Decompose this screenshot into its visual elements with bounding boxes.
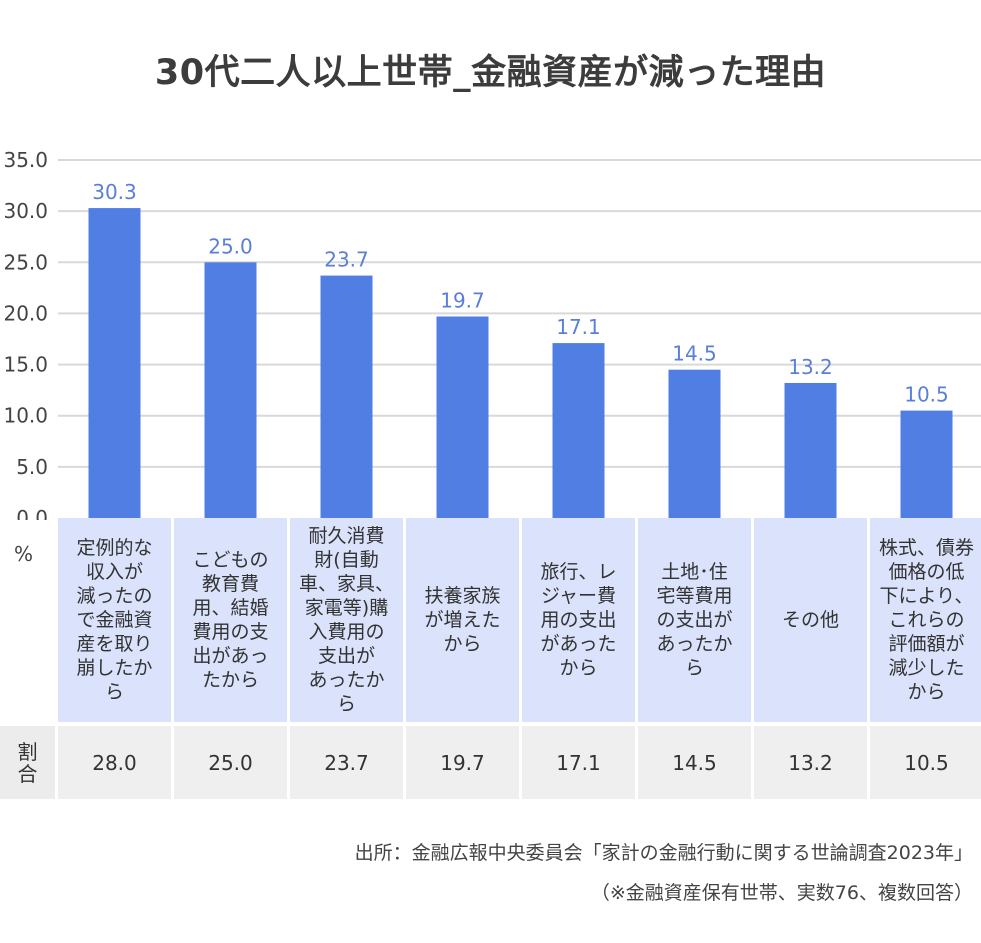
y-tick-label: 20.0 xyxy=(3,301,48,325)
category-label: 旅行、レ ジャー費 用の支出 があった から xyxy=(522,518,635,722)
bar xyxy=(204,262,257,518)
source-note: 出所：金融広報中央委員会「家計の金融行動に関する世論調査2023年」 xyxy=(354,842,973,864)
ratio-cell: 19.7 xyxy=(406,726,519,799)
category-label: こどもの 教育費 用、結婚 費用の支 出があっ たから xyxy=(174,518,287,722)
y-axis-unit: % xyxy=(14,542,34,566)
bar-value-label: 23.7 xyxy=(324,248,369,272)
bar xyxy=(320,275,373,518)
bar-value-label: 10.5 xyxy=(904,383,949,407)
chart-title: 30代二人以上世帯_金融資産が減った理由 xyxy=(154,53,827,93)
y-tick-label: 35.0 xyxy=(3,148,48,172)
category-label: その他 xyxy=(754,518,867,722)
y-tick-label: 5.0 xyxy=(16,455,48,479)
bar xyxy=(88,208,141,518)
y-tick-label: 0.0 xyxy=(16,506,48,520)
ratio-cell: 28.0 xyxy=(58,726,171,799)
ratio-cell: 23.7 xyxy=(290,726,403,799)
y-tick-label: 10.0 xyxy=(3,404,48,428)
category-label: 定例的な 収入が 減ったの で金融資 産を取り 崩したか ら xyxy=(58,518,171,722)
category-label: 耐久消費 財(自動 車、家具、 家電等)購 入費用の 支出が あったか ら xyxy=(290,518,403,722)
category-label-row: 定例的な 収入が 減ったの で金融資 産を取り 崩したか らこどもの 教育費 用… xyxy=(58,518,981,722)
bar-value-label: 19.7 xyxy=(440,288,485,312)
bar xyxy=(900,410,953,518)
bar-value-label: 13.2 xyxy=(788,355,833,379)
bar-chart: 0.0 5.0 10.0 15.0 20.0 25.0 30.0 35.0 30.3 25.0 2… xyxy=(3,148,981,520)
ratio-cell: 17.1 xyxy=(522,726,635,799)
y-tick-label: 15.0 xyxy=(3,353,48,377)
category-label: 株式、債券 価格の低 下により、 これらの 評価額が 減少した から xyxy=(870,518,981,722)
ratio-cells: 28.0 25.0 23.7 19.7 17.1 14.5 13.2 10.5 xyxy=(58,726,981,799)
ratio-row-header: 割 合 xyxy=(0,726,55,799)
bar-value-label: 17.1 xyxy=(556,315,601,339)
y-tick-label: 25.0 xyxy=(3,250,48,274)
ratio-cell: 25.0 xyxy=(174,726,287,799)
bar-value-label: 14.5 xyxy=(672,342,717,366)
category-label: 扶養家族 が増えた から xyxy=(406,518,519,722)
ratio-cell: 10.5 xyxy=(870,726,981,799)
bar xyxy=(668,369,721,518)
bar-value-label: 30.3 xyxy=(92,180,137,204)
bar xyxy=(436,316,489,518)
bar-value-label: 25.0 xyxy=(208,234,253,258)
y-tick-label: 30.0 xyxy=(3,199,48,223)
category-label: 土地･住 宅等費用 の支出が あったか ら xyxy=(638,518,751,722)
source-subnote: （※金融資産保有世帯、実数76、複数回答） xyxy=(590,882,973,904)
ratio-cell: 13.2 xyxy=(754,726,867,799)
bar xyxy=(552,343,605,518)
bar xyxy=(784,382,837,518)
ratio-table-row: 割 合 28.0 25.0 23.7 19.7 17.1 14.5 13.2 10.5 xyxy=(0,726,981,799)
ratio-cell: 14.5 xyxy=(638,726,751,799)
